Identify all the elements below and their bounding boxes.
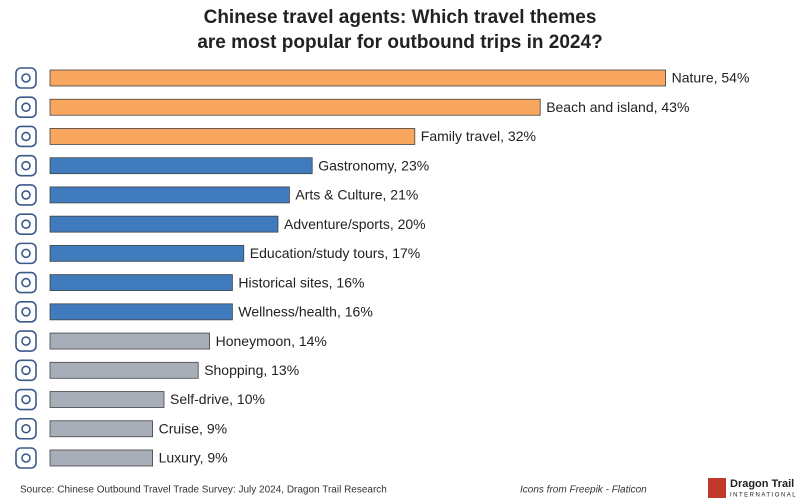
bar — [49, 303, 233, 321]
row-icon-dot — [21, 73, 31, 83]
row-icon — [15, 96, 37, 119]
row-icon — [15, 125, 37, 148]
row-icon-dot — [21, 336, 31, 346]
data-label: Adventure/sports, 20% — [284, 216, 426, 232]
data-label: Beach and island, 43% — [546, 99, 689, 115]
bar — [49, 98, 541, 116]
row-icon — [15, 271, 37, 294]
data-label: Luxury, 9% — [159, 450, 228, 466]
chart-title: are most popular for outbound trips in 2… — [197, 32, 602, 53]
row-icon-dot — [21, 307, 31, 317]
row-icon-dot — [21, 365, 31, 376]
logo-mark — [708, 478, 726, 498]
data-label: Gastronomy, 23% — [318, 157, 429, 173]
bar — [49, 244, 245, 262]
bar — [49, 215, 279, 233]
row-icon-dot — [21, 248, 31, 259]
icons — [15, 67, 37, 469]
row-icon — [15, 67, 37, 89]
row-icon-dot — [21, 453, 31, 463]
row-icon-dot — [21, 190, 31, 200]
row-icon-dot — [21, 394, 31, 405]
bar — [49, 449, 153, 467]
data-label: Honeymoon, 14% — [216, 333, 327, 349]
data-label: Cruise, 9% — [159, 420, 227, 436]
data-label: Arts & Culture, 21% — [295, 187, 418, 203]
bar — [49, 274, 233, 292]
row-icon — [15, 242, 37, 265]
row-icon-dot — [21, 131, 31, 142]
row-icon — [15, 417, 37, 440]
data-label: Shopping, 13% — [204, 362, 299, 378]
bar — [49, 157, 313, 175]
data-label: Historical sites, 16% — [238, 274, 364, 290]
data-label: Nature, 54% — [672, 70, 750, 86]
row-icon-dot — [21, 102, 31, 113]
row-icon-dot — [21, 219, 31, 229]
row-icon — [15, 359, 37, 382]
row-icon — [15, 301, 37, 323]
logo-text: Dragon Trail — [730, 478, 794, 490]
source-note: Source: Chinese Outbound Travel Trade Su… — [20, 485, 387, 496]
data-label: Family travel, 32% — [421, 128, 536, 144]
data-label: Wellness/health, 16% — [238, 304, 372, 320]
row-icon-dot — [21, 160, 31, 171]
bar — [49, 361, 199, 379]
row-icon — [15, 154, 37, 177]
row-icon-dot — [21, 423, 31, 434]
bar — [49, 420, 153, 438]
bar — [49, 186, 290, 204]
data-label: Self-drive, 10% — [170, 391, 265, 407]
bar — [49, 332, 211, 350]
bar — [49, 128, 416, 145]
row-icon — [15, 388, 37, 411]
icons-credit: Icons from Freepik - Flaticon — [520, 485, 647, 496]
row-icon-dot — [21, 277, 31, 288]
row-icon — [15, 213, 37, 235]
bar — [49, 69, 666, 87]
row-icon — [15, 447, 37, 469]
row-icon — [15, 184, 37, 206]
data-label: Education/study tours, 17% — [250, 245, 420, 261]
row-icon — [15, 330, 37, 352]
logo-subtext: INTERNATIONAL — [730, 493, 797, 499]
chart-title: Chinese travel agents: Which travel them… — [204, 7, 597, 28]
bar — [49, 391, 165, 408]
